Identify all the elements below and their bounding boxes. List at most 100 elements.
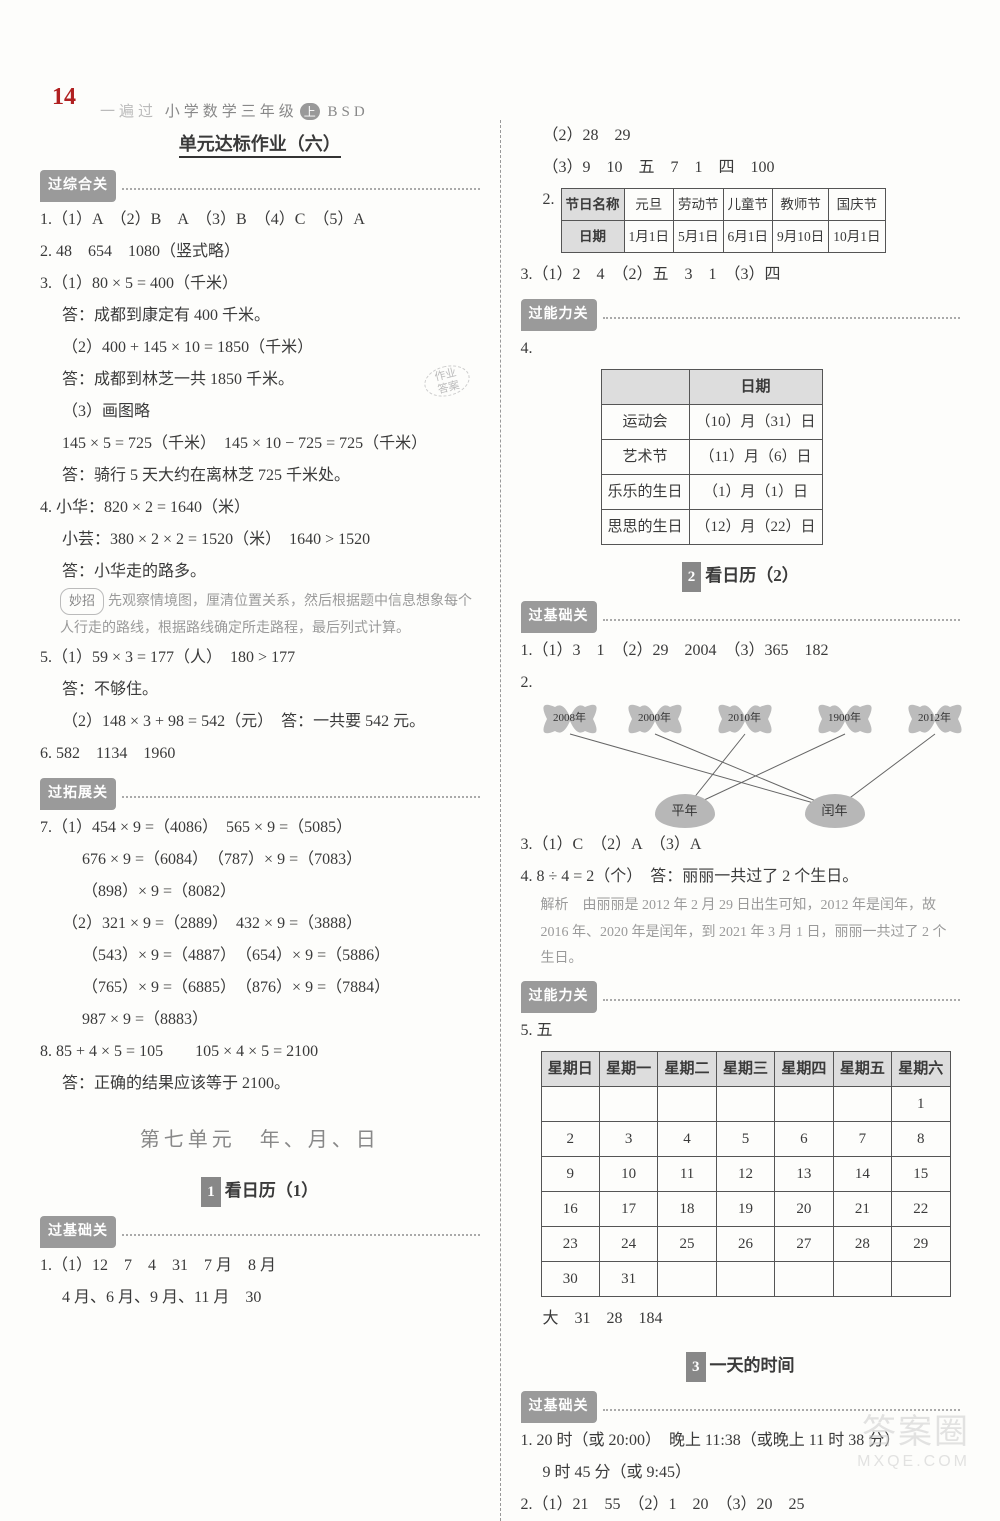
q4-b: 小芸：380 × 2 × 2 = 1520（米） 1640 > 1520: [40, 524, 480, 556]
q5-1-ans: 答：不够住。: [40, 674, 480, 706]
unit-exercise-title: 单元达标作业（六）: [40, 126, 480, 162]
tag-text: 过基础关: [521, 1391, 597, 1423]
subtitle-text: 看日历（2）: [705, 566, 799, 585]
td: 18: [658, 1191, 716, 1226]
leaf-icon: 闰年: [805, 794, 865, 828]
q7-a: 7.（1）454 × 9 =（4086） 565 × 9 =（5085）: [40, 812, 480, 844]
d2: 2.（1）21 55 （2）1 20 （3）20 25: [521, 1489, 961, 1521]
td: 6: [775, 1121, 833, 1156]
subsection-1-title: 1看日历（1）: [40, 1174, 480, 1208]
td: [833, 1261, 891, 1296]
td: 元旦: [624, 189, 674, 221]
td: 14: [833, 1156, 891, 1191]
butterfly-icon: 2000年: [622, 699, 688, 739]
tip-badge: 妙招: [60, 588, 104, 615]
header-text: 小学数学三年级: [165, 104, 298, 120]
td: 22: [892, 1191, 950, 1226]
th: 星期四: [775, 1051, 833, 1086]
page-number: 14: [52, 84, 76, 111]
td: 27: [775, 1226, 833, 1261]
td: 5月1日: [674, 221, 724, 253]
num-box: 1: [201, 1177, 221, 1207]
td: 12: [716, 1156, 774, 1191]
c4: 4. 8 ÷ 4 = 2（个） 答：丽丽一共过了 2 个生日。: [521, 861, 961, 893]
two-column-layout: 单元达标作业（六） 过综合关 1.（1）A （2）B A （3）B （4）C （…: [40, 120, 960, 1521]
c4-note: 解析 由丽丽是 2012 年 2 月 29 日出生可知，2012 年是闰年，故 …: [521, 893, 961, 973]
td: 26: [716, 1226, 774, 1261]
td: 28: [833, 1226, 891, 1261]
q7-g: 987 × 9 =（8883）: [40, 1004, 480, 1036]
th: 日期: [689, 370, 822, 405]
q3-3: （3）画图略: [40, 396, 480, 428]
leaf-label: 闰年: [821, 803, 847, 818]
q8-a: 8. 85 + 4 × 5 = 105 105 × 4 × 5 = 2100: [40, 1036, 480, 1068]
td: 10月1日: [829, 221, 885, 253]
title-text: 单元达标作业（六）: [179, 134, 341, 158]
td: 艺术节: [601, 440, 689, 475]
q7-f: （765）× 9 =（6885） （876）× 9 =（7884）: [40, 972, 480, 1004]
num-box: 3: [686, 1352, 706, 1382]
td: [775, 1261, 833, 1296]
c5b: 大 31 28 184: [521, 1303, 961, 1335]
q5-2: （2）148 × 3 + 98 = 542（元） 答：一共要 542 元。: [40, 706, 480, 738]
tag-text: 过拓展关: [40, 778, 116, 810]
b1-a: 1.（1）12 7 4 31 7 月 8 月: [40, 1250, 480, 1282]
table-row: 乐乐的生日（1）月（1）日: [601, 475, 822, 510]
section-header-nengli-1: 过能力关: [521, 299, 961, 331]
td: 教师节: [773, 189, 829, 221]
td: 2: [541, 1121, 599, 1156]
th: [601, 370, 689, 405]
table-row: 节日名称 元旦 劳动节 儿童节 教师节 国庆节: [561, 189, 885, 221]
td: 30: [541, 1261, 599, 1296]
header-deco: 一遍过: [100, 104, 157, 120]
q3-2-ans: 答：成都到林芝一共 1850 千米。: [40, 364, 480, 396]
q7-c: （898）× 9 =（8082）: [40, 876, 480, 908]
q3-3-ans: 答：骑行 5 天大约在离林芝 725 千米处。: [40, 460, 480, 492]
td: 15: [892, 1156, 950, 1191]
th: 星期一: [599, 1051, 657, 1086]
td: 24: [599, 1226, 657, 1261]
td: 23: [541, 1226, 599, 1261]
th: 星期五: [833, 1051, 891, 1086]
td: 31: [599, 1261, 657, 1296]
right-column: （2）28 29 （3）9 10 五 7 1 四 100 2. 节日名称 元旦 …: [521, 120, 961, 1521]
subtitle-text: 看日历（1）: [225, 1181, 319, 1200]
tag-text: 过综合关: [40, 170, 116, 202]
left-column: 单元达标作业（六） 过综合关 1.（1）A （2）B A （3）B （4）C （…: [40, 120, 480, 1521]
table-row: 16171819202122: [541, 1191, 950, 1226]
tag-text: 过能力关: [521, 299, 597, 331]
td: 16: [541, 1191, 599, 1226]
q4-ans: 答：小华走的路多。: [40, 556, 480, 588]
q2: 2. 48 654 1080（竖式略）: [40, 236, 480, 268]
td: 8: [892, 1121, 950, 1156]
td: （10）月（31）日: [689, 405, 822, 440]
r1: （2）28 29: [521, 120, 961, 152]
num-box: 2: [682, 562, 702, 592]
event-date-table: 日期 运动会（10）月（31）日 艺术节（11）月（6）日 乐乐的生日（1）月（…: [601, 369, 823, 545]
td: 11: [658, 1156, 716, 1191]
c1: 1.（1）3 1 （2）29 2004 （3）365 182: [521, 635, 961, 667]
holiday-table: 节日名称 元旦 劳动节 儿童节 教师节 国庆节 日期 1月1日 5月1日 6月1…: [561, 188, 886, 253]
table-row: 1: [541, 1086, 950, 1121]
td: 运动会: [601, 405, 689, 440]
td: 10: [599, 1156, 657, 1191]
td: 7: [833, 1121, 891, 1156]
td: 1月1日: [624, 221, 674, 253]
table-row: 3031: [541, 1261, 950, 1296]
section-header-nengli-2: 过能力关: [521, 981, 961, 1013]
r-tbl1-wrap: 2. 节日名称 元旦 劳动节 儿童节 教师节 国庆节 日期 1月1日 5月1日 …: [521, 184, 961, 259]
td: 21: [833, 1191, 891, 1226]
watermark: 答案圈 MXQE.COM: [857, 1404, 970, 1471]
watermark-big: 答案圈: [862, 1413, 970, 1451]
td: 国庆节: [829, 189, 885, 221]
td: [541, 1086, 599, 1121]
tag-text: 过能力关: [521, 981, 597, 1013]
q1: 1.（1）A （2）B A （3）B （4）C （5）A: [40, 204, 480, 236]
td: 19: [716, 1191, 774, 1226]
table-row: 运动会（10）月（31）日: [601, 405, 822, 440]
table-row: 9101112131415: [541, 1156, 950, 1191]
table-row: 艺术节（11）月（6）日: [601, 440, 822, 475]
th: 星期六: [892, 1051, 950, 1086]
q8-b: 答：正确的结果应该等于 2100。: [40, 1068, 480, 1100]
tag-text: 过基础关: [521, 601, 597, 633]
